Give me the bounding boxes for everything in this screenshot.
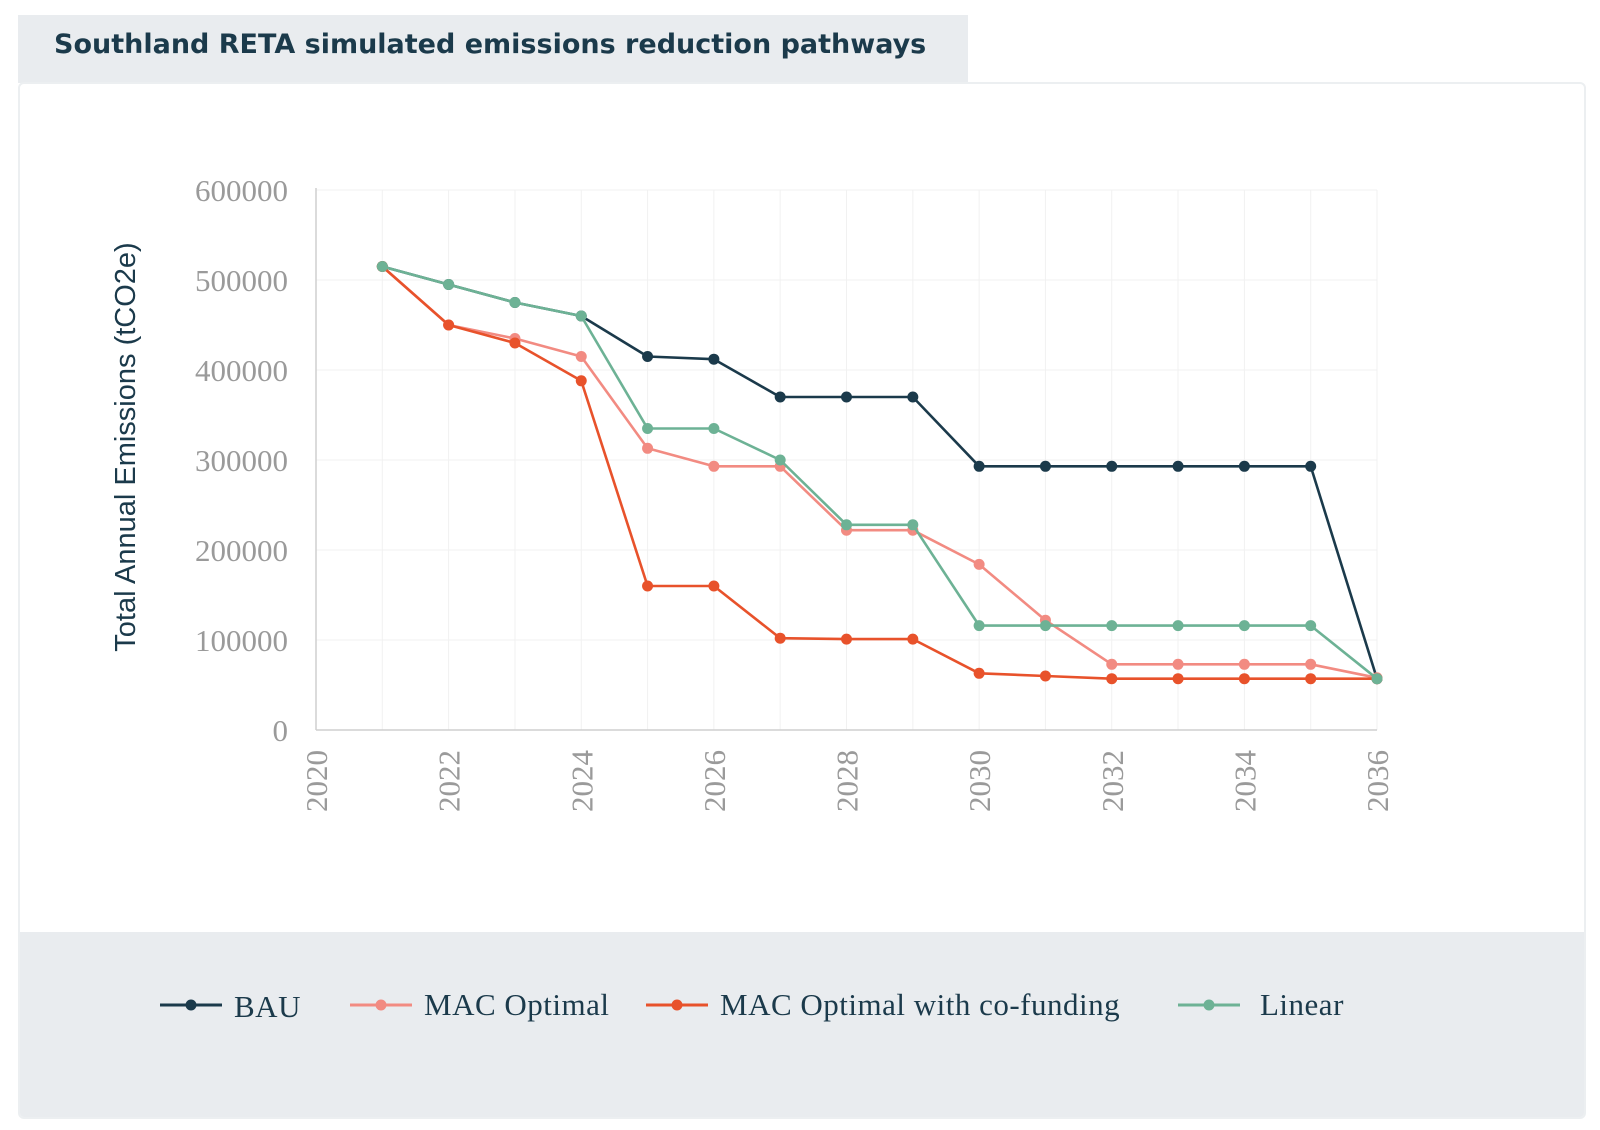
x-tick-label-2036: 2036 (1360, 750, 1395, 812)
legend-dot-mac-optimal-cofunding (671, 999, 683, 1011)
data-point-mac-optimal-2025 (642, 442, 654, 454)
data-point-mac-optimal-with-co-funding-2022 (443, 319, 455, 331)
data-point-mac-optimal-2033 (1172, 658, 1184, 670)
series-line-linear (381, 265, 1378, 680)
chart-card (18, 82, 1586, 1119)
legend-marker-bau (160, 999, 222, 1011)
y-tick-label-300000: 300000 (195, 443, 288, 478)
data-point-mac-optimal-2034 (1238, 658, 1250, 670)
data-point-mac-optimal-with-co-funding-2031 (1039, 670, 1051, 682)
data-point-linear-2025 (642, 423, 654, 434)
x-tick-label-2030: 2030 (962, 750, 997, 812)
data-point-linear-2024 (575, 310, 587, 322)
legend-label-mac-optimal: MAC Optimal (424, 987, 610, 1022)
legend-dot-mac-optimal (375, 999, 387, 1011)
data-point-mac-optimal-2032 (1106, 658, 1118, 670)
legend-item-bau[interactable]: BAU (158, 985, 301, 1025)
data-point-linear-2029 (907, 519, 919, 531)
data-point-linear-2034 (1238, 620, 1250, 632)
series-line-mac-optimal (381, 265, 1378, 680)
y-tick-label-100000: 100000 (195, 623, 288, 658)
series-line-mac-optimal-with-co-funding (381, 265, 1377, 681)
data-point-bau-2025 (642, 351, 654, 362)
data-point-mac-optimal-with-co-funding-2032 (1106, 673, 1118, 685)
data-point-mac-optimal-2030 (973, 558, 985, 570)
y-tick-label-400000: 400000 (195, 353, 288, 388)
data-point-mac-optimal-2024 (575, 351, 587, 362)
data-point-linear-2032 (1106, 620, 1118, 632)
x-tick-label-2028: 2028 (830, 750, 865, 812)
legend-item-mac-optimal-cofunding[interactable]: MAC Optimal with co-funding (644, 985, 1120, 1025)
x-tick-label-2032: 2032 (1095, 750, 1130, 812)
data-point-bau-2034 (1238, 460, 1250, 472)
data-point-bau-2033 (1172, 460, 1184, 472)
series-line-bau (381, 265, 1379, 680)
data-point-bau-2026 (708, 353, 720, 365)
legend-item-linear[interactable]: Linear (1176, 985, 1344, 1025)
data-point-mac-optimal-2026 (708, 460, 720, 472)
data-point-mac-optimal-with-co-funding-2027 (774, 632, 786, 644)
data-point-linear-2021 (376, 261, 388, 272)
data-point-bau-2027 (774, 391, 786, 403)
data-point-bau-2035 (1305, 460, 1317, 472)
legend-band (20, 932, 1584, 1117)
data-point-mac-optimal-with-co-funding-2025 (642, 580, 654, 592)
legend-dot-linear (1203, 999, 1215, 1011)
data-point-mac-optimal-with-co-funding-2028 (841, 633, 852, 645)
y-tick-label-0: 0 (273, 713, 289, 748)
data-point-linear-2035 (1305, 620, 1317, 632)
x-tick-label-2034: 2034 (1227, 750, 1262, 813)
title-tab: Southland RETA simulated emissions reduc… (18, 15, 968, 83)
x-tick-label-2026: 2026 (697, 750, 732, 812)
legend-label-mac-optimal-cofunding: MAC Optimal with co-funding (720, 987, 1121, 1022)
data-point-linear-2026 (708, 423, 720, 434)
data-point-mac-optimal-with-co-funding-2024 (575, 375, 587, 387)
data-point-mac-optimal-with-co-funding-2029 (907, 633, 919, 645)
data-point-mac-optimal-with-co-funding-2034 (1238, 673, 1250, 685)
line-chart: 600000 500000 400000 300000 200000 100000 0 202… (110, 173, 1395, 813)
data-point-linear-2022 (443, 279, 455, 290)
legend-marker-mac-optimal-cofunding (646, 999, 708, 1011)
legend-item-mac-optimal[interactable]: MAC Optimal (348, 985, 609, 1025)
legend-marker-linear (1178, 999, 1240, 1011)
data-point-linear-2033 (1172, 620, 1184, 632)
data-point-linear-2036 (1371, 673, 1383, 685)
chart-title: Southland RETA simulated emissions reduc… (54, 29, 927, 60)
y-tick-label-600000: 600000 (195, 173, 288, 208)
data-point-linear-2023 (509, 297, 521, 308)
data-point-linear-2027 (774, 454, 786, 466)
y-axis-title: Total Annual Emissions (tCO2e) (110, 242, 142, 651)
data-point-bau-2032 (1106, 460, 1118, 472)
legend-dot-bau (185, 999, 197, 1011)
data-point-mac-optimal-with-co-funding-2035 (1305, 673, 1317, 685)
data-point-bau-2028 (841, 391, 852, 403)
data-point-bau-2030 (973, 460, 985, 472)
data-point-linear-2028 (841, 519, 852, 531)
x-tick-label-2020: 2020 (299, 750, 334, 812)
legend-label-linear: Linear (1260, 987, 1344, 1022)
legend-marker-mac-optimal (350, 999, 412, 1011)
y-tick-label-200000: 200000 (195, 533, 288, 568)
data-point-bau-2029 (907, 391, 919, 403)
legend-label-bau: BAU (234, 989, 301, 1024)
data-point-linear-2031 (1039, 620, 1051, 632)
data-point-bau-2031 (1039, 460, 1051, 472)
data-point-mac-optimal-with-co-funding-2026 (708, 580, 720, 592)
data-point-mac-optimal-with-co-funding-2033 (1172, 673, 1184, 685)
data-point-mac-optimal-with-co-funding-2030 (973, 667, 985, 679)
data-point-mac-optimal-2035 (1305, 658, 1317, 670)
x-tick-label-2024: 2024 (564, 750, 599, 813)
y-tick-label-500000: 500000 (195, 263, 288, 298)
x-tick-label-2022: 2022 (432, 750, 467, 812)
data-point-linear-2030 (973, 620, 985, 632)
data-point-mac-optimal-with-co-funding-2023 (509, 337, 521, 349)
